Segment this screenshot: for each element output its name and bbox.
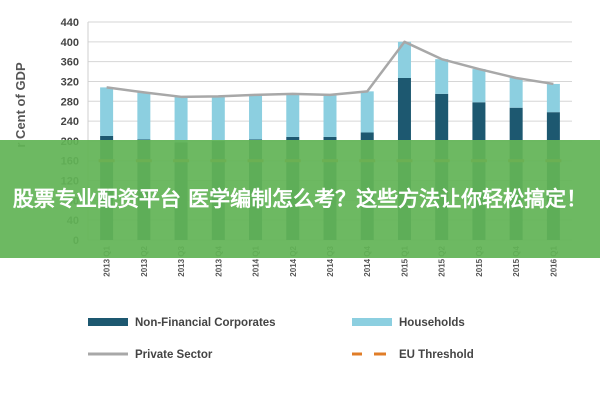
bar-households [546, 83, 560, 113]
y-tick-label: 240 [61, 116, 79, 128]
bar-households [137, 92, 151, 140]
bar-households [174, 96, 188, 143]
bar-households [472, 69, 486, 103]
category-label: 2015 Q3 [475, 245, 484, 276]
y-tick-label: 360 [61, 57, 79, 69]
legend-swatch [88, 318, 128, 326]
category-label: 2013 Q4 [214, 245, 223, 276]
bar-households [249, 94, 263, 140]
overlay-banner: 股票专业配资平台 医学编制怎么考？这些方法让你轻松搞定！ [0, 140, 600, 258]
legend-label: Households [399, 317, 465, 329]
bar-households [397, 41, 411, 78]
y-tick-label: 280 [61, 96, 79, 108]
legend-label: EU Threshold [399, 349, 474, 361]
bar-households [100, 87, 114, 136]
category-label: 2014 Q4 [363, 245, 372, 276]
category-label: 2013 Q1 [103, 245, 112, 276]
category-labels: 2013 Q1 2013 Q2 2013 Q3 2013 Q4 2014 Q1 2014 … [103, 245, 559, 276]
y-tick-label: 400 [61, 37, 79, 49]
banner-text: 股票专业配资平台 医学编制怎么考？这些方法让你轻松搞定！ [12, 186, 588, 211]
category-label: 2013 Q2 [140, 245, 149, 276]
bar-households [286, 93, 300, 137]
legend-label: Private Sector [135, 349, 213, 361]
line-private-sector [106, 40, 554, 99]
bar-households [323, 94, 337, 137]
y-tick-label: 440 [61, 17, 79, 29]
legend: Non-Financial Corporates Households Privat… [88, 317, 474, 361]
category-label: 2015 Q1 [400, 245, 409, 276]
category-label: 2016 Q1 [549, 245, 558, 276]
category-label: 2013 Q3 [177, 245, 186, 276]
bar-households [435, 59, 449, 94]
category-label: 2014 Q2 [289, 245, 298, 276]
category-label: 2014 Q3 [326, 245, 335, 276]
y-tick-label: 320 [61, 76, 79, 88]
category-label: 2015 Q4 [512, 245, 521, 276]
legend-label: Non-Financial Corporates [135, 317, 276, 329]
bar-households [509, 77, 523, 108]
category-label: 2015 Q2 [438, 245, 447, 276]
legend-swatch [352, 318, 392, 326]
bar-households [360, 91, 374, 133]
bar-households [211, 96, 225, 141]
y-axis-label: r Cent of GDP [13, 62, 28, 148]
category-label: 2014 Q1 [252, 245, 261, 276]
